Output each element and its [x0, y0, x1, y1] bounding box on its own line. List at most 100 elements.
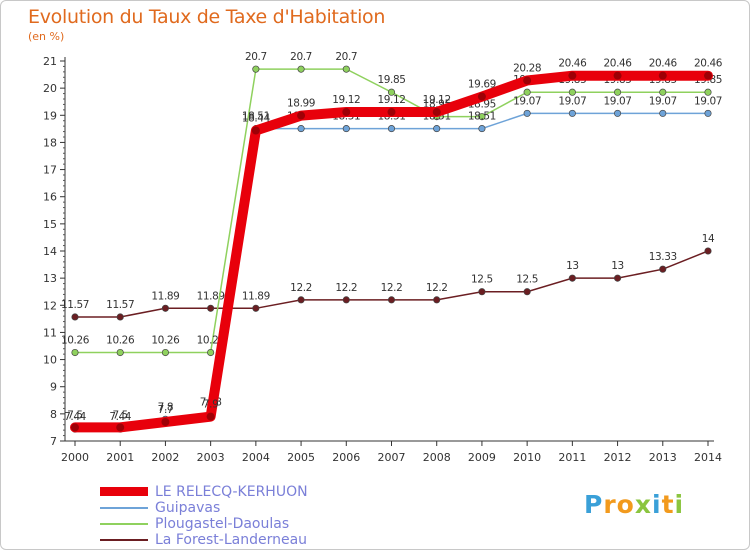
x-tick-label: 2007: [378, 451, 406, 464]
legend-swatch-guipavas: [100, 507, 148, 509]
y-tick-label: 8: [50, 408, 57, 421]
x-tick-label: 2009: [468, 451, 496, 464]
data-label-plougastel-daoulas: 10.26: [106, 335, 135, 347]
data-label-guipavas: 19.07: [604, 95, 632, 107]
data-label-guipavas: 19.07: [649, 95, 677, 107]
y-tick-label: 13: [43, 272, 57, 285]
data-point-plougastel-daoulas: [523, 88, 531, 96]
data-point-plougastel-daoulas: [116, 348, 124, 357]
logo-letter: P: [584, 490, 604, 519]
legend-swatch-le-relecq-kerhuon: [100, 487, 148, 496]
data-point-la-forest-landerneau: [116, 313, 124, 321]
data-point-la-forest-landerneau: [614, 274, 622, 282]
y-tick-label: 17: [43, 164, 57, 177]
data-label-la-forest-landerneau: 11.89: [151, 290, 179, 302]
data-point-la-forest-landerneau: [478, 288, 486, 296]
x-tick-label: 2008: [423, 451, 451, 464]
data-label-la-forest-landerneau: 13.33: [649, 251, 677, 263]
data-label-la-forest-landerneau: 12.5: [516, 274, 538, 286]
data-label-le-relecq-kerhuon: 7.7: [158, 404, 174, 416]
legend-label-guipavas: Guipavas: [155, 500, 221, 516]
data-label-le-relecq-kerhuon: 19.69: [468, 79, 496, 91]
data-point-le-relecq-kerhuon: [71, 423, 79, 432]
data-point-plougastel-daoulas: [659, 88, 667, 96]
data-point-la-forest-landerneau: [568, 274, 576, 282]
x-tick-label: 2013: [649, 451, 677, 464]
data-point-la-forest-landerneau: [297, 296, 305, 304]
data-point-la-forest-landerneau: [207, 304, 215, 312]
data-point-le-relecq-kerhuon: [387, 108, 396, 117]
data-point-la-forest-landerneau: [659, 265, 667, 273]
data-label-plougastel-daoulas: 20.7: [290, 51, 312, 63]
data-label-le-relecq-kerhuon: 19.12: [377, 94, 405, 106]
data-label-plougastel-daoulas: 10.26: [151, 335, 180, 347]
data-label-guipavas: 7.44: [64, 411, 86, 423]
logo-letter: r: [603, 490, 617, 519]
data-point-le-relecq-kerhuon: [704, 71, 712, 80]
data-point-la-forest-landerneau: [704, 247, 712, 255]
data-point-plougastel-daoulas: [71, 348, 79, 357]
data-label-plougastel-daoulas: 19.85: [377, 74, 405, 86]
logo-letter: o: [616, 490, 635, 519]
data-point-le-relecq-kerhuon: [116, 423, 125, 432]
data-point-le-relecq-kerhuon: [432, 108, 441, 117]
logo-letter: t: [661, 490, 675, 519]
legend-label-le-relecq-kerhuon: LE RELECQ-KERHUON: [155, 484, 308, 500]
x-tick-label: 2001: [106, 451, 134, 464]
y-tick-label: 18: [43, 136, 57, 149]
data-point-plougastel-daoulas: [387, 88, 396, 96]
data-point-le-relecq-kerhuon: [206, 412, 215, 421]
data-point-guipavas: [568, 109, 576, 117]
data-label-le-relecq-kerhuon: 7.5: [67, 409, 83, 421]
data-label-le-relecq-kerhuon: 20.46: [604, 58, 633, 70]
data-point-le-relecq-kerhuon: [523, 76, 532, 85]
legend-swatch-plougastel-daoulas: [100, 523, 148, 525]
data-label-la-forest-landerneau: 12.2: [426, 282, 448, 294]
data-label-guipavas: 19.07: [694, 95, 722, 107]
y-tick-label: 16: [43, 191, 57, 204]
x-tick-label: 2011: [558, 451, 586, 464]
x-tick-label: 2003: [197, 451, 225, 464]
data-point-plougastel-daoulas: [704, 88, 712, 96]
y-tick-label: 20: [43, 82, 57, 95]
data-point-guipavas: [387, 125, 396, 133]
data-point-plougastel-daoulas: [478, 113, 486, 121]
data-point-le-relecq-kerhuon: [161, 418, 170, 426]
y-tick-label: 9: [50, 381, 57, 394]
data-point-le-relecq-kerhuon: [613, 71, 622, 80]
data-label-plougastel-daoulas: 10.26: [61, 335, 90, 347]
data-point-plougastel-daoulas: [207, 348, 215, 357]
x-tick-label: 2004: [242, 451, 270, 464]
data-label-guipavas: 7.8: [158, 401, 174, 413]
data-point-le-relecq-kerhuon: [342, 108, 351, 117]
data-point-le-relecq-kerhuon: [658, 71, 667, 80]
x-tick-label: 2006: [332, 451, 360, 464]
data-point-la-forest-landerneau: [71, 313, 79, 321]
data-point-guipavas: [659, 109, 667, 117]
legend-label-la-forest-landerneau: La Forest-Landerneau: [155, 532, 308, 548]
x-tick-label: 2000: [61, 451, 89, 464]
data-label-la-forest-landerneau: 11.89: [197, 290, 225, 302]
data-label-la-forest-landerneau: 13: [611, 260, 624, 272]
data-label-la-forest-landerneau: 12.2: [335, 282, 357, 294]
data-point-plougastel-daoulas: [568, 88, 576, 96]
data-point-plougastel-daoulas: [161, 348, 169, 357]
chart-title: Evolution du Taux de Taxe d'Habitation: [28, 6, 386, 28]
data-point-guipavas: [523, 109, 531, 117]
data-label-la-forest-landerneau: 13: [566, 260, 579, 272]
logo-letter: x: [634, 490, 652, 519]
y-tick-label: 12: [43, 299, 57, 312]
data-label-la-forest-landerneau: 12.2: [290, 282, 312, 294]
data-point-la-forest-landerneau: [161, 304, 169, 312]
data-point-guipavas: [433, 125, 441, 133]
data-point-guipavas: [478, 125, 486, 133]
x-tick-label: 2012: [604, 451, 632, 464]
data-label-le-relecq-kerhuon: 18.44: [242, 112, 271, 124]
data-label-guipavas: 19.07: [513, 95, 541, 107]
x-tick-label: 2002: [151, 451, 179, 464]
data-label-la-forest-landerneau: 11.57: [106, 299, 134, 311]
y-tick-label: 11: [43, 326, 57, 339]
data-label-le-relecq-kerhuon: 19.12: [423, 94, 451, 106]
data-point-le-relecq-kerhuon: [477, 92, 486, 101]
